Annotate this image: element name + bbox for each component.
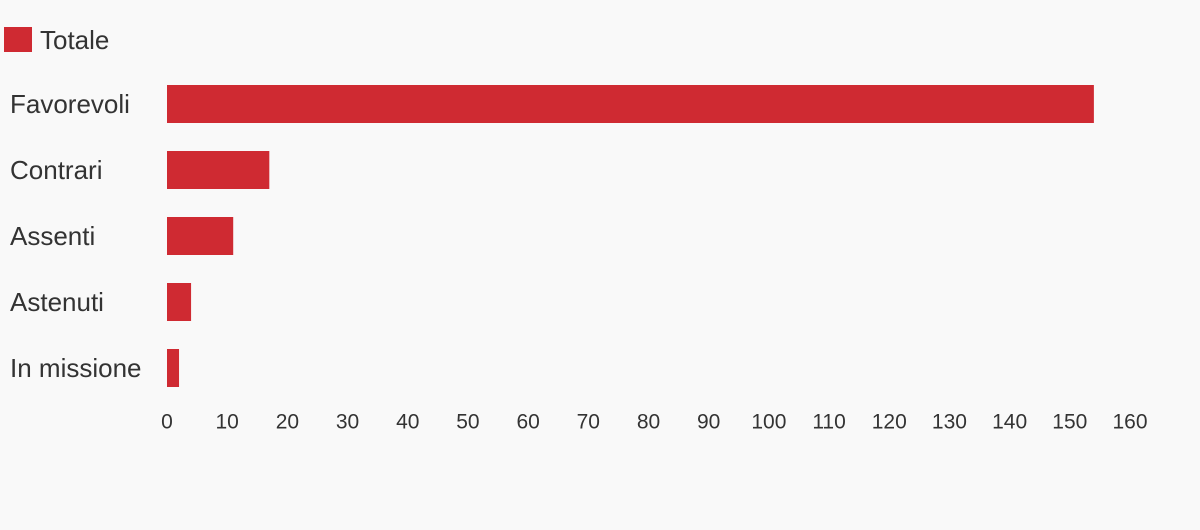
y-tick-label: Favorevoli xyxy=(10,89,130,119)
x-tick-label: 130 xyxy=(932,411,967,434)
x-tick-label: 90 xyxy=(697,411,720,434)
x-tick-label: 120 xyxy=(872,411,907,434)
y-tick-label: Assenti xyxy=(10,221,95,251)
y-tick-label: Astenuti xyxy=(10,287,104,317)
x-tick-label: 20 xyxy=(276,411,299,434)
x-tick-label: 100 xyxy=(751,411,786,434)
x-tick-label: 30 xyxy=(336,411,359,434)
x-tick-label: 80 xyxy=(637,411,660,434)
x-tick-label: 110 xyxy=(812,411,845,434)
legend-swatch xyxy=(4,27,32,52)
x-tick-label: 10 xyxy=(216,411,239,434)
y-tick-label: In missione xyxy=(10,353,142,383)
x-tick-label: 50 xyxy=(456,411,479,434)
x-tick-label: 160 xyxy=(1112,411,1147,434)
bar xyxy=(167,217,234,255)
legend-label: Totale xyxy=(40,25,109,55)
x-tick-label: 140 xyxy=(992,411,1027,434)
x-tick-label: 40 xyxy=(396,411,419,434)
x-tick-label: 70 xyxy=(577,411,600,434)
x-tick-label: 60 xyxy=(516,411,539,434)
bar xyxy=(167,283,192,321)
y-tick-label: Contrari xyxy=(10,155,102,185)
bar xyxy=(167,151,270,189)
bar xyxy=(167,349,180,387)
x-tick-label: 0 xyxy=(161,411,173,434)
x-tick-label: 150 xyxy=(1052,411,1087,434)
bar xyxy=(167,85,1094,123)
